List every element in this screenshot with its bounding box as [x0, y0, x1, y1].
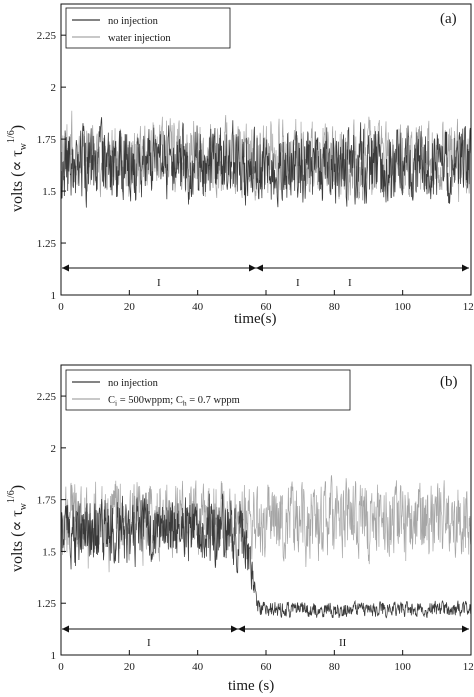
panel-b-xtick-label: 40 — [192, 661, 204, 673]
panel-b-xtick-label: 20 — [124, 661, 136, 673]
panel-b-xlabel: time (s) — [228, 678, 274, 694]
panel-a-xtick-label: 20 — [124, 301, 136, 313]
panel-a-ylabel: volts (∝ τw1/6) — [6, 125, 29, 212]
panel-a-ytick-label: 2 — [51, 82, 57, 94]
panel-b-region-label-1: I — [147, 637, 151, 649]
panel-a-yticks: 1 1.25 1.5 1.75 2 2.25 — [37, 30, 66, 302]
panel-b-ytick-label: 2 — [51, 443, 57, 455]
panel-b-series-group — [61, 475, 471, 619]
panel-a-region-label-2: I — [296, 277, 300, 289]
panel-b: 1 1.25 1.5 1.75 2 2.25 0 20 40 60 80 100 120 (b) no… — [6, 364, 474, 694]
panel-a: 1 1.25 1.5 1.75 2 2.25 0 20 40 60 80 100 120 (a) no… — [6, 3, 474, 327]
panel-a-legend-label-2: water injection — [108, 33, 171, 44]
panel-a-label: (a) — [440, 11, 457, 27]
panel-a-ytick-label: 1.75 — [37, 134, 57, 146]
panel-a-xtick-label: 0 — [58, 301, 64, 313]
panel-b-ytick-label: 2.25 — [37, 391, 57, 403]
panel-a-series-group — [61, 110, 471, 208]
panel-a-region-label-1: I — [157, 277, 161, 289]
panel-a-region-label-3: I — [348, 277, 352, 289]
panel-b-legend-box — [65, 369, 351, 411]
panel-b-ylabel: volts (∝ τw1/6) — [6, 485, 29, 572]
panel-a-xticks: 0 20 40 60 80 100 120 — [58, 290, 474, 313]
panel-b-xtick-label: 100 — [394, 661, 411, 673]
panel-a-xtick-label: 100 — [394, 301, 411, 313]
panel-b-ytick-label: 1.25 — [37, 598, 57, 610]
panel-b-ytick-label: 1.75 — [37, 495, 57, 507]
panel-a-xtick-label: 120 — [463, 301, 474, 313]
panel-b-xticks: 0 20 40 60 80 100 120 — [58, 650, 474, 673]
panel-b-yticks: 1 1.25 1.5 1.75 2 2.25 — [37, 391, 66, 662]
panel-a-ytick-label: 1.25 — [37, 238, 57, 250]
panel-a-legend: no injection water injection — [65, 7, 231, 49]
panel-b-series-injection-line — [61, 475, 471, 573]
panel-b-label: (b) — [440, 374, 458, 390]
panel-b-ytick-label: 1 — [51, 650, 57, 662]
panel-b-legend-label-2: Ci = 500wppm; Ch = 0.7 wppm — [108, 395, 240, 408]
panel-a-series-no-injection-line — [61, 117, 471, 208]
panel-a-xtick-label: 80 — [329, 301, 341, 313]
panel-b-xtick-label: 120 — [463, 661, 474, 673]
panel-b-xtick-label: 80 — [329, 661, 341, 673]
panel-a-legend-label-1: no injection — [108, 16, 159, 27]
panel-a-ytick-label: 1 — [51, 290, 57, 302]
panel-a-ytick-label: 1.5 — [42, 186, 56, 198]
panel-a-legend-box — [65, 7, 231, 49]
panel-b-legend: no injection Ci = 500wppm; Ch = 0.7 wppm — [65, 369, 351, 411]
panel-b-series-no-injection-line — [61, 492, 471, 619]
panel-a-ytick-label: 2.25 — [37, 30, 57, 42]
panel-a-xlabel: time(s) — [234, 311, 277, 327]
panel-a-xtick-label: 60 — [261, 301, 273, 313]
panel-b-legend-label-1: no injection — [108, 378, 159, 389]
panel-a-xtick-label: 40 — [192, 301, 204, 313]
panel-b-xtick-label: 60 — [261, 661, 273, 673]
panel-b-region-label-2: II — [339, 637, 347, 649]
panel-b-xtick-label: 0 — [58, 661, 64, 673]
panel-b-ytick-label: 1.5 — [42, 546, 56, 558]
